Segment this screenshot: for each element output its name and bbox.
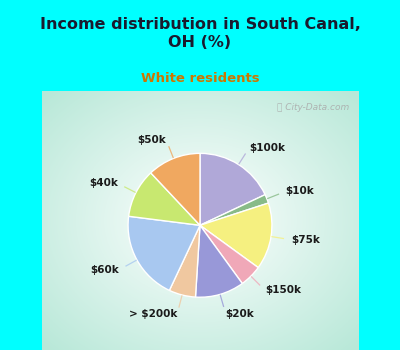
Text: ⓘ City-Data.com: ⓘ City-Data.com <box>276 103 349 112</box>
Text: White residents: White residents <box>141 72 259 85</box>
Text: $40k: $40k <box>89 178 118 189</box>
Wedge shape <box>200 195 268 225</box>
Text: $20k: $20k <box>226 309 254 319</box>
Text: $60k: $60k <box>90 265 119 275</box>
Text: $100k: $100k <box>249 142 285 153</box>
Wedge shape <box>200 153 265 225</box>
Wedge shape <box>128 216 200 290</box>
Wedge shape <box>200 203 272 268</box>
Text: Income distribution in South Canal,
OH (%): Income distribution in South Canal, OH (… <box>40 17 360 50</box>
Wedge shape <box>200 225 258 284</box>
Text: $150k: $150k <box>265 285 301 295</box>
Wedge shape <box>151 153 200 225</box>
Text: $50k: $50k <box>137 135 166 145</box>
Wedge shape <box>129 173 200 225</box>
Wedge shape <box>169 225 200 297</box>
Text: $10k: $10k <box>286 187 314 196</box>
Text: > $200k: > $200k <box>129 309 177 320</box>
Text: $75k: $75k <box>291 235 320 245</box>
Wedge shape <box>196 225 242 297</box>
